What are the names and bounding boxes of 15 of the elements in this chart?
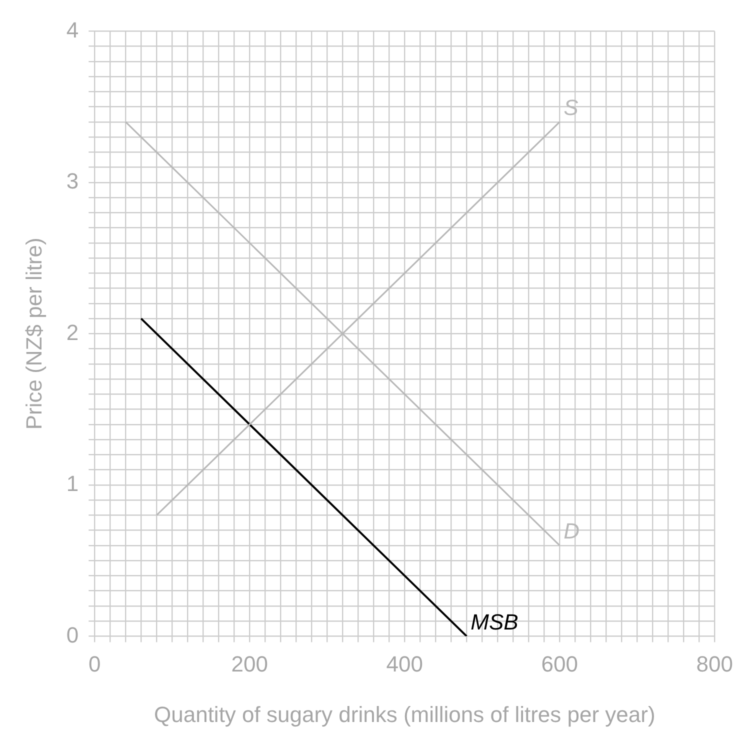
- series-label: D: [564, 518, 580, 544]
- x-axis-title: Quantity of sugary drinks (millions of litres per year): [154, 702, 656, 727]
- series-label: S: [564, 95, 579, 120]
- x-tick-label: 400: [386, 651, 423, 676]
- x-tick-label: 600: [541, 651, 578, 676]
- x-tick-label: 200: [231, 651, 268, 676]
- y-tick-label: 4: [66, 17, 79, 42]
- x-tick-label: 800: [696, 651, 734, 676]
- y-tick-label: 2: [66, 320, 79, 345]
- y-tick-label: 0: [66, 622, 79, 648]
- x-tick-label: 0: [88, 651, 101, 676]
- y-tick-label: 3: [66, 168, 79, 194]
- y-tick-label: 1: [66, 471, 79, 496]
- series-label: MSB: [470, 609, 518, 634]
- y-axis-title: Price (NZ$ per litre): [21, 238, 46, 430]
